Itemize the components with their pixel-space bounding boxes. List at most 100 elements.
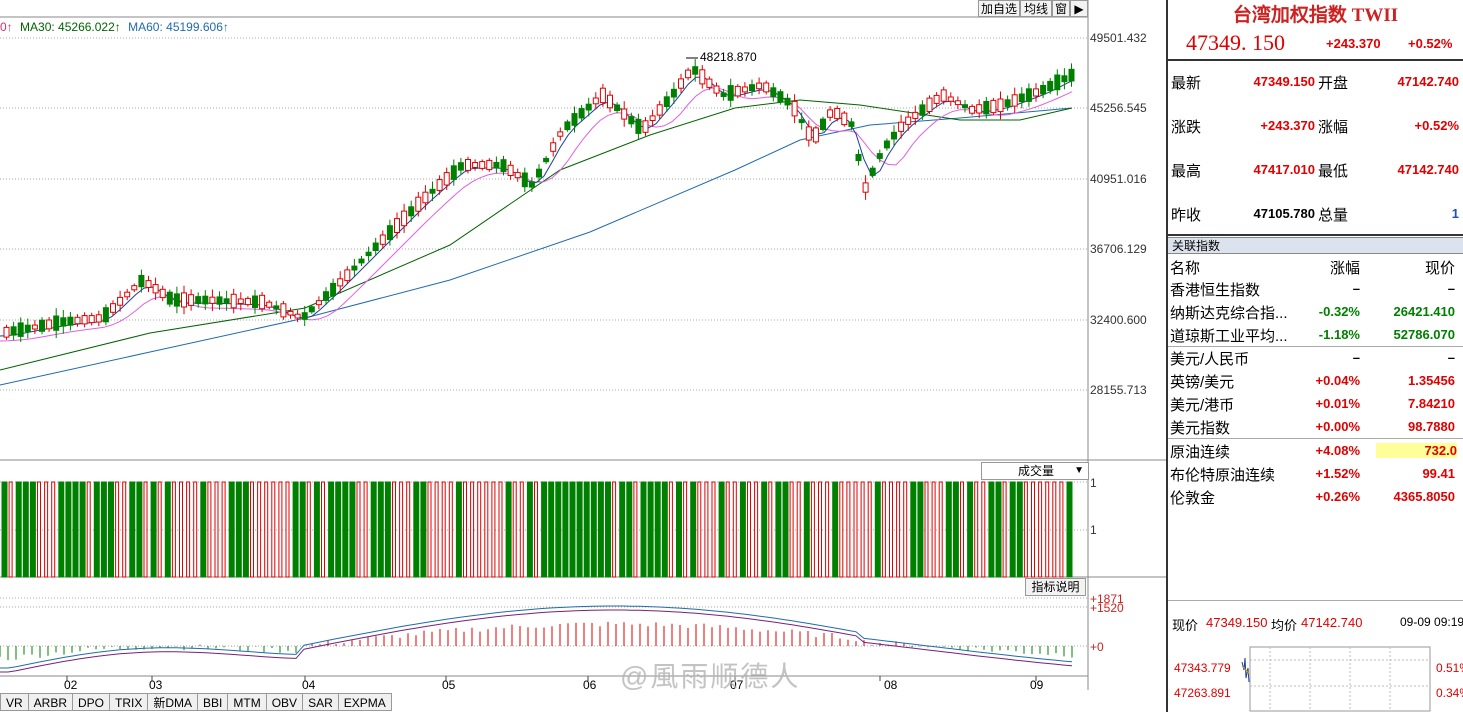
candle-body	[770, 87, 777, 98]
related-name: 美元/人民币	[1170, 351, 1250, 368]
candle-body	[841, 112, 848, 126]
related-pct: +0.00%	[1315, 419, 1360, 434]
volume-bar	[818, 481, 822, 578]
candle-body	[649, 115, 656, 122]
volume-bar	[299, 481, 306, 578]
quote-value: 47349.150	[1253, 74, 1315, 89]
tab-sar[interactable]: SAR	[303, 693, 339, 711]
related-row[interactable]: 伦敦金 +0.26% 4365.8050	[1168, 487, 1463, 509]
related-pct: +0.04%	[1315, 373, 1360, 388]
candle-body	[394, 218, 400, 234]
related-row[interactable]: 原油连续 +4.08% 732.0	[1168, 441, 1463, 463]
related-name: 香港恒生指数	[1170, 282, 1261, 299]
tab-bbi[interactable]: BBI	[198, 693, 229, 711]
x-axis-label: 02	[64, 678, 78, 692]
candle-body	[223, 298, 230, 304]
volume-bar	[470, 481, 475, 578]
kline-chart-svg[interactable]	[0, 0, 1166, 712]
volume-bar	[108, 481, 114, 578]
candle-body	[756, 82, 763, 90]
volume-bar	[590, 481, 597, 578]
volume-bar	[768, 481, 773, 578]
play-icon[interactable]: ▶	[1070, 0, 1088, 17]
average-line-button[interactable]: 均线	[1020, 0, 1052, 17]
volume-bar	[512, 481, 517, 578]
candle-body	[131, 285, 138, 291]
mini-avg-value: 47142.740	[1301, 615, 1363, 630]
candle-body	[1068, 68, 1075, 82]
indicator-explain-button[interactable]: 指标说明	[1025, 578, 1086, 596]
candle-body	[720, 92, 727, 98]
candle-body	[898, 121, 905, 132]
related-row[interactable]: 英镑/美元 +0.04% 1.35456	[1168, 371, 1463, 393]
candle-body	[1040, 85, 1047, 95]
related-row[interactable]: 纳斯达克综合指... -0.32% 26421.410	[1168, 302, 1463, 324]
candle-body	[784, 97, 791, 106]
candle-body	[536, 168, 542, 178]
related-row[interactable]: 美元/人民币 – –	[1168, 348, 1463, 370]
related-pct: -0.32%	[1318, 304, 1360, 319]
volume-bar	[960, 481, 964, 578]
candle-body	[812, 127, 819, 143]
volume-bar	[349, 481, 356, 578]
candle-body	[330, 282, 337, 296]
tab-obv[interactable]: OBV	[266, 693, 304, 711]
candle-body	[287, 310, 294, 316]
related-row[interactable]: 美元指数 +0.00% 98.7880	[1168, 417, 1463, 439]
tab-arbr[interactable]: ARBR	[28, 693, 74, 711]
candle-body	[820, 118, 826, 130]
mini-level: 47263.891	[1174, 686, 1231, 700]
related-row[interactable]: 道琼斯工业平均... -1.18% 52786.070	[1168, 325, 1463, 347]
volume-bar	[534, 481, 538, 578]
related-row[interactable]: 香港恒生指数 – –	[1168, 279, 1463, 301]
add-watchlist-button[interactable]: 加自选	[978, 0, 1020, 17]
candle-body	[457, 162, 464, 171]
x-axis-label: 05	[442, 678, 456, 692]
volume-bar	[313, 481, 320, 578]
volume-bar	[242, 481, 249, 578]
volume-bar	[384, 481, 391, 578]
related-row[interactable]: 布伦特原油连续 +1.52% 99.41	[1168, 464, 1463, 486]
candle-body	[1004, 99, 1011, 107]
intraday-mini-chart[interactable]	[1168, 640, 1463, 712]
candle-body	[110, 303, 116, 313]
volume-bar	[321, 481, 325, 578]
quote-value: 47142.740	[1397, 162, 1459, 177]
quote-row: 最新 47349.150 开盘 47142.740	[1168, 72, 1463, 94]
related-pct: +0.26%	[1315, 489, 1360, 504]
tab-mtm[interactable]: MTM	[228, 693, 267, 711]
kline-chart-area[interactable]: 加自选 均线 窗 ▶ 0↑ MA30: 45266.022↑ MA60: 451…	[0, 0, 1166, 712]
candle-body	[670, 88, 677, 98]
volume-bar	[832, 481, 839, 578]
volume-bar	[967, 481, 974, 578]
related-row[interactable]: 美元/港币 +0.01% 7.84210	[1168, 394, 1463, 416]
volume-bar	[1038, 481, 1043, 578]
candle-body	[642, 120, 649, 133]
divider	[1168, 346, 1463, 347]
candle-body	[741, 86, 748, 93]
tab-expma[interactable]: EXPMA	[338, 693, 392, 711]
volume-bar	[825, 481, 830, 578]
window-button[interactable]: 窗	[1052, 0, 1070, 17]
volume-bar	[285, 481, 290, 578]
volume-bar	[427, 481, 432, 578]
indicator-signal-line	[0, 609, 1073, 673]
volume-indicator-select[interactable]: 成交量 ▼	[981, 462, 1089, 480]
candle-body	[848, 121, 855, 127]
volume-bar	[619, 481, 626, 578]
candle-body	[990, 99, 997, 114]
volume-bar	[100, 481, 107, 578]
volume-bar	[803, 481, 810, 578]
tab-new-dma[interactable]: 新DMA	[148, 693, 199, 711]
mini-frame	[1249, 646, 1431, 712]
tab-trix[interactable]: TRIX	[110, 693, 149, 711]
ma60-line	[0, 107, 1073, 386]
candle-body	[60, 317, 67, 327]
volume-bar	[306, 481, 311, 578]
volume-bar	[150, 481, 157, 578]
tab-vr[interactable]: VR	[0, 693, 29, 711]
mini-cur-value: 47349.150	[1206, 615, 1268, 630]
volume-bar	[441, 481, 446, 578]
volume-bar	[668, 481, 673, 578]
tab-dpo[interactable]: DPO	[73, 693, 111, 711]
